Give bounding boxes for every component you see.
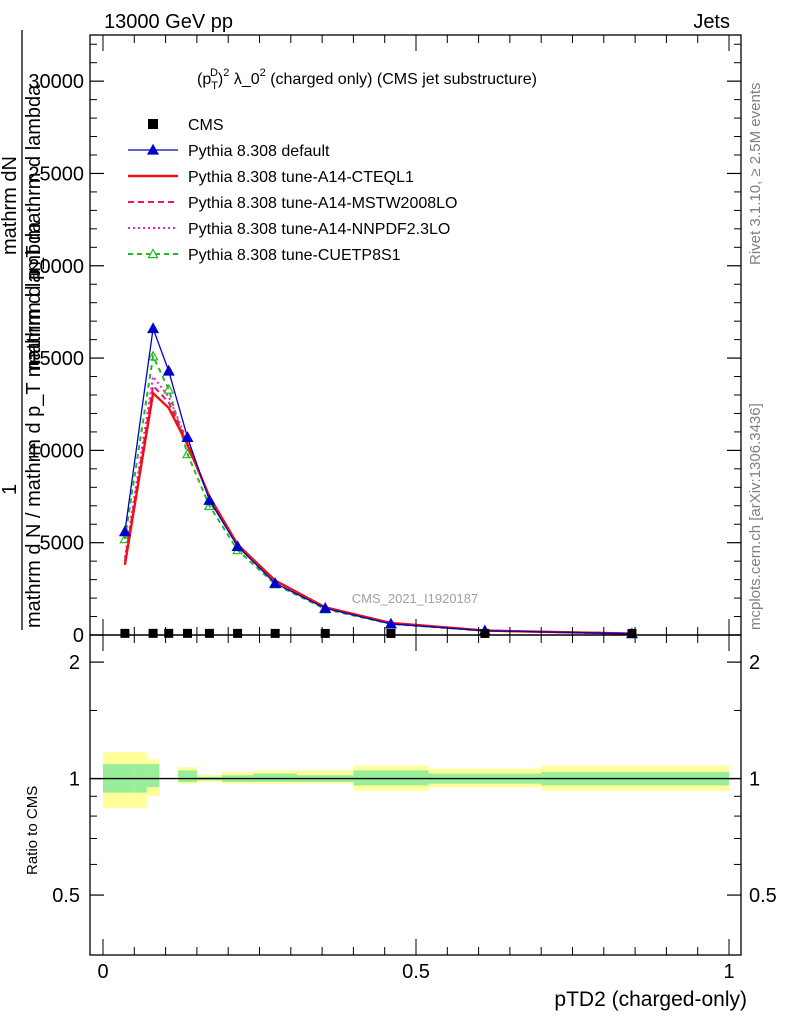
- data-point: [120, 628, 130, 638]
- ratio-band-inner: [178, 770, 197, 782]
- series-marker: [319, 601, 332, 613]
- xlabel: pTD2 (charged-only): [554, 988, 747, 1011]
- ratio-ytick-label-right: 2: [749, 652, 760, 674]
- ratio-ytick-label: 2: [69, 652, 80, 674]
- series-marker: [181, 448, 194, 459]
- legend-marker: [147, 248, 159, 259]
- ratio-xtick-label: 0.5: [402, 961, 430, 983]
- legend-label: Pythia 8.308 tune-A14-CTEQL1: [188, 169, 414, 186]
- series-marker: [162, 364, 175, 376]
- header-right: Jets: [693, 11, 730, 33]
- data-point: [480, 628, 490, 638]
- series-marker: [181, 431, 194, 443]
- series-marker: [231, 540, 244, 551]
- main-ytick-label: 5000: [40, 533, 85, 555]
- mcplots-label: mcplots.cern.ch [arXiv:1306.3436]: [747, 403, 764, 630]
- data-point: [270, 628, 280, 638]
- ylabel-one: 1: [0, 484, 21, 495]
- series-marker: [384, 617, 397, 629]
- watermark: CMS_2021_I1920187: [352, 591, 479, 606]
- ratio-xtick-label: 0: [97, 961, 108, 983]
- data-point: [183, 628, 193, 638]
- data-point: [320, 628, 330, 638]
- main-ytick-label: 0: [73, 625, 84, 647]
- series-line: [124, 328, 632, 635]
- ylabel-denominator: mathrm d N / mathrm d p_T mathrm d lambd…: [23, 221, 45, 628]
- series-marker: [203, 493, 216, 505]
- ratio-ytick-label-right: 1: [749, 769, 760, 791]
- chart-title: (pTD)2 λ_02 (charged only) (CMS jet subs…: [197, 67, 537, 92]
- ratio-panel: 0.5 0.5 1 1 2 2 0 0.5 1: [52, 634, 777, 983]
- data-point: [386, 628, 396, 638]
- header-left: 13000 GeV pp: [104, 11, 233, 33]
- main-ytick-label: 30000: [28, 71, 84, 93]
- data-point: [233, 628, 243, 638]
- series-marker: [147, 322, 160, 334]
- series-marker: [147, 350, 159, 361]
- legend-label: Pythia 8.308 tune-CUETP8S1: [188, 247, 401, 264]
- legend-label: Pythia 8.308 tune-A14-NNPDF2.3LO: [188, 221, 450, 238]
- ylabel-numerator-2: mathrm d p_T mathrm d lambda: [23, 84, 45, 370]
- series-marker: [119, 533, 131, 544]
- series-marker: [203, 500, 215, 510]
- main-ytick-label: 10000: [28, 440, 84, 462]
- main-ylabel: mathrm dN mathrm d p_T mathrm d lambda 1…: [0, 30, 45, 630]
- series-line: [123, 383, 632, 635]
- main-ytick-label: 25000: [28, 163, 84, 185]
- legend-marker: [148, 119, 158, 129]
- series-marker: [269, 577, 282, 588]
- data-point: [164, 628, 174, 638]
- legend-label: Pythia 8.308 tune-A14-MSTW2008LO: [188, 195, 457, 212]
- ratio-frame: [89, 634, 742, 956]
- ratio-xtick-label: 1: [723, 961, 734, 983]
- data-point: [204, 628, 214, 638]
- ratio-band-inner: [353, 770, 429, 786]
- ratio-ytick-label: 0.5: [52, 885, 80, 907]
- ratio-ytick-label: 1: [69, 769, 80, 791]
- main-panel: CMS_2021_I1920187 0 5000 10000 15000 20000 25…: [28, 34, 742, 647]
- ratio-ylabel: Ratio to CMS: [24, 786, 41, 875]
- data-point: [148, 628, 158, 638]
- data-point: [627, 628, 637, 638]
- ylabel-numerator: mathrm dN: [0, 156, 21, 255]
- ratio-band-inner: [146, 764, 160, 788]
- legend-label: Pythia 8.308 default: [188, 143, 330, 160]
- legend-marker: [146, 143, 160, 155]
- legend-label: CMS: [188, 117, 224, 134]
- legend: CMS Pythia 8.308 default Pythia 8.308 tune…: [128, 117, 457, 264]
- main-ytick-label: 15000: [28, 348, 84, 370]
- ratio-band-inner: [253, 773, 298, 782]
- series-marker: [163, 383, 175, 394]
- rivet-label: Rivet 3.1.10, ≥ 2.5M events: [747, 83, 764, 266]
- ratio-ytick-label-right: 0.5: [749, 885, 777, 907]
- main-ytick-label: 20000: [28, 256, 84, 278]
- series-marker: [118, 525, 131, 537]
